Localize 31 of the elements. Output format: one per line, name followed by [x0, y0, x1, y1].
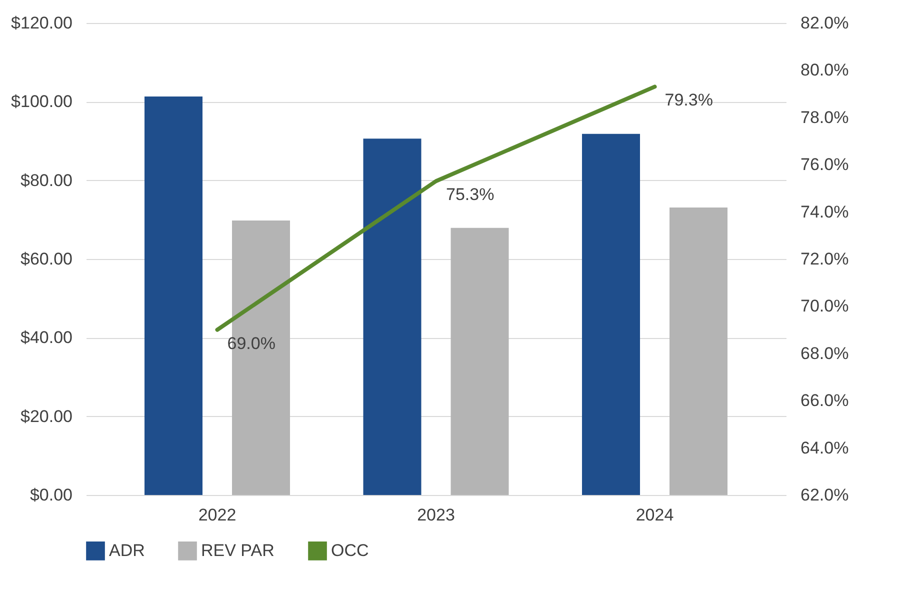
y2-tick-label: 66.0% [800, 391, 849, 410]
y2-tick-label: 78.0% [800, 108, 849, 127]
x-tick-label: 2024 [636, 506, 674, 524]
y-tick-label: $80.00 [20, 170, 72, 190]
y2-tick-label: 76.0% [800, 155, 849, 174]
y2-tick-label: 80.0% [800, 60, 849, 80]
y2-tick-label: 62.0% [800, 486, 849, 504]
legend-label: OCC [331, 540, 369, 560]
data-label: 79.3% [664, 90, 713, 110]
y-tick-label: $20.00 [20, 406, 72, 426]
x-tick-label: 2023 [417, 506, 455, 524]
legend-label: ADR [109, 540, 145, 560]
bar [363, 138, 422, 495]
y-tick-label: $60.00 [20, 250, 72, 268]
y-tick-label: $40.00 [20, 328, 72, 348]
y-tick-label: $100.00 [11, 92, 72, 112]
y2-tick-label: 72.0% [800, 250, 849, 268]
y2-tick-label: 68.0% [800, 344, 849, 363]
data-label: 75.3% [446, 185, 494, 204]
bar [144, 96, 202, 495]
bar [670, 207, 728, 495]
y2-tick-label: 74.0% [800, 202, 849, 222]
y2-tick-label: 64.0% [800, 438, 849, 458]
y2-tick-label: 82.0% [800, 14, 849, 32]
bar [582, 134, 640, 495]
y2-tick-label: 70.0% [800, 296, 849, 316]
y-tick-label: $0.00 [30, 486, 72, 504]
legend-label: REV PAR [201, 540, 274, 560]
x-tick-label: 2022 [198, 506, 236, 524]
y-tick-label: $120.00 [11, 14, 72, 32]
bar [450, 228, 509, 495]
